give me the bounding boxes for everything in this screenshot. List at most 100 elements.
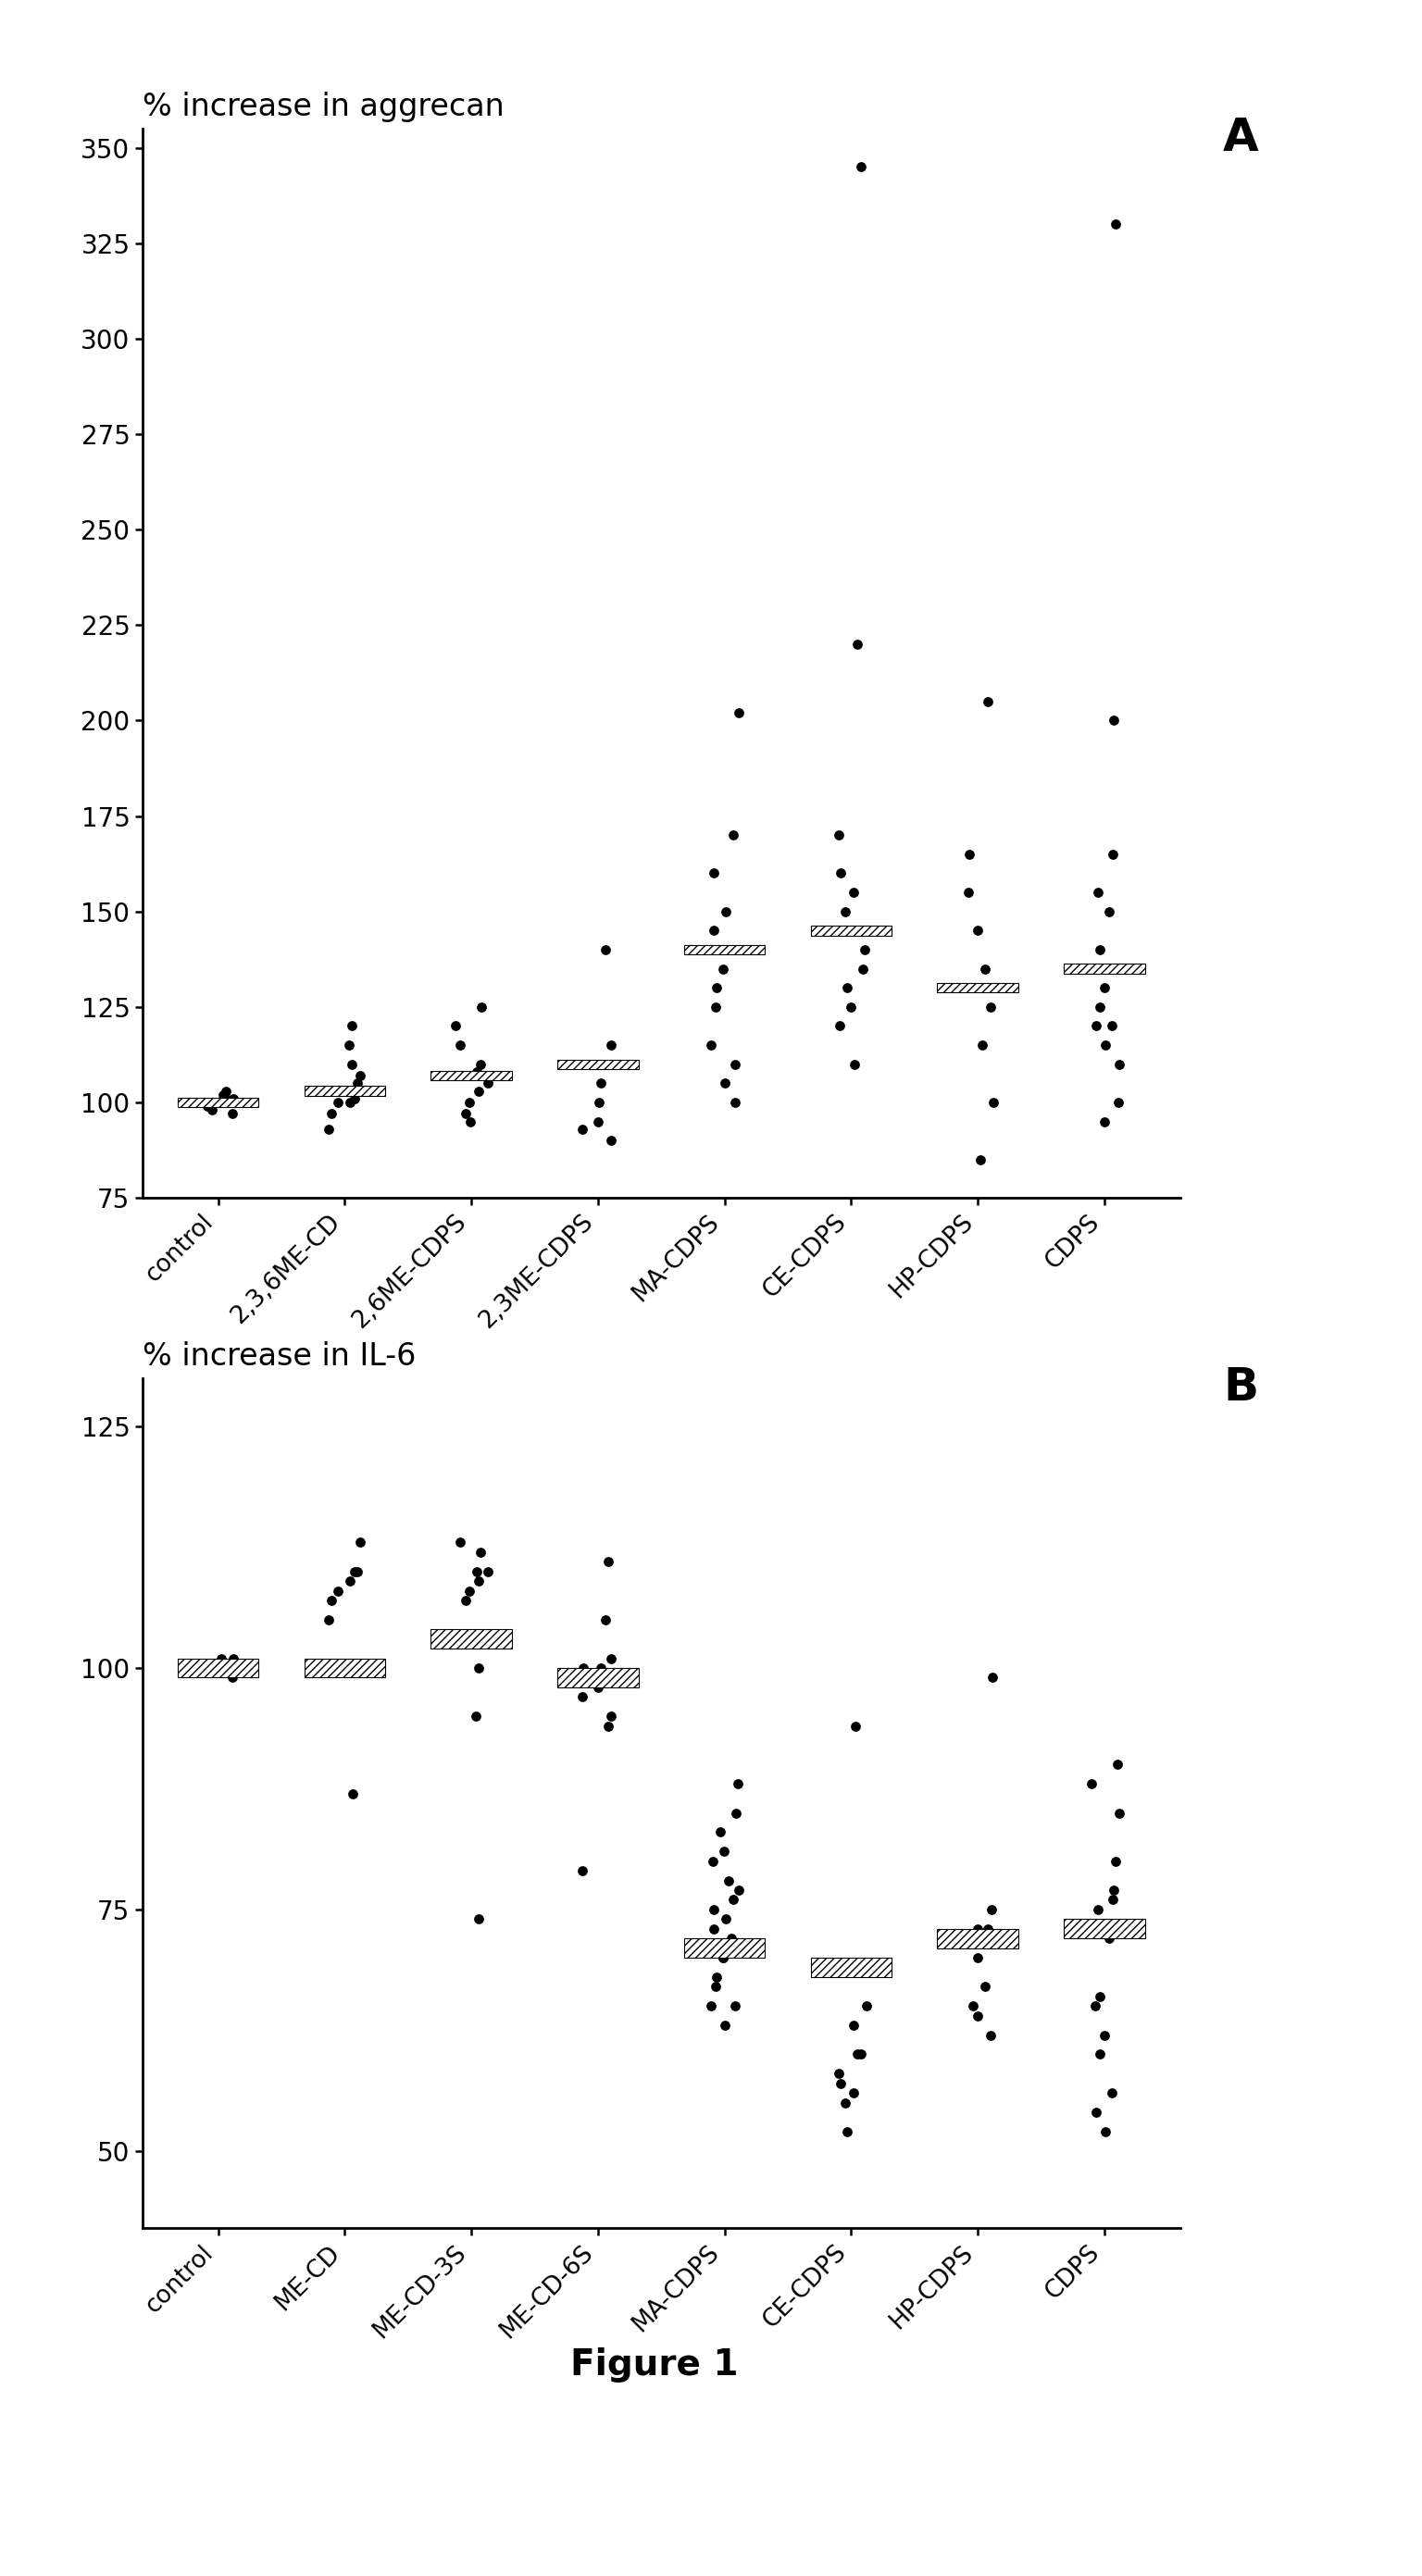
Point (346, 1064, 368, 1105)
Point (341, 1772, 364, 1814)
Point (1105, 1839, 1128, 1880)
Bar (557, 1059, 638, 1069)
Point (1106, 1082, 1129, 1123)
Point (702, 853, 725, 894)
Bar (937, 1929, 1018, 1947)
Point (704, 987, 727, 1028)
Point (1086, 1888, 1109, 1929)
Point (212, 1082, 235, 1123)
Point (1101, 2071, 1123, 2112)
Point (1108, 1043, 1130, 1084)
Point (468, 1072, 491, 1113)
Point (1089, 2035, 1112, 2076)
Point (836, 2112, 859, 2154)
Point (828, 2053, 850, 2094)
Point (849, 147, 872, 188)
Point (596, 1705, 619, 1747)
Point (469, 1043, 492, 1084)
Bar (811, 925, 892, 935)
Point (215, 1077, 237, 1118)
Point (600, 1121, 623, 1162)
Point (710, 1811, 732, 1852)
Point (836, 909, 859, 951)
Point (344, 1077, 367, 1118)
Point (829, 853, 852, 894)
Point (980, 1888, 1003, 1929)
Point (1108, 1793, 1130, 1834)
Point (961, 1986, 984, 2027)
Point (222, 1077, 245, 1118)
Point (714, 2004, 737, 2045)
Point (957, 1917, 980, 1958)
Text: B: B (1223, 1365, 1258, 1409)
Point (209, 1649, 232, 1690)
Point (980, 987, 1003, 1028)
Bar (304, 1659, 385, 1677)
Point (845, 1705, 867, 1747)
Point (971, 1025, 994, 1066)
Point (958, 1917, 981, 1958)
Point (210, 1638, 233, 1680)
Point (590, 1649, 613, 1690)
Point (222, 1638, 245, 1680)
Point (1098, 1917, 1121, 1958)
Point (725, 1793, 748, 1834)
Point (600, 1695, 623, 1736)
Point (720, 930, 742, 971)
Point (846, 2035, 869, 2076)
Point (338, 1082, 361, 1123)
Point (340, 1005, 363, 1046)
Point (348, 1056, 371, 1097)
Point (1084, 948, 1106, 989)
Point (570, 1677, 593, 1718)
Point (1085, 1005, 1108, 1046)
Point (712, 1937, 735, 1978)
Point (570, 1108, 593, 1149)
Point (727, 693, 749, 734)
Point (572, 1649, 594, 1690)
Point (961, 966, 984, 1007)
Text: A: A (1223, 116, 1258, 160)
Point (967, 1937, 990, 1978)
Point (702, 1909, 725, 1950)
Point (724, 1986, 747, 2027)
Point (1084, 1986, 1106, 2027)
Point (712, 1832, 735, 1873)
Point (212, 1649, 235, 1690)
Point (212, 1649, 235, 1690)
Point (712, 948, 735, 989)
Point (700, 1025, 722, 1066)
Point (344, 1551, 367, 1592)
Point (476, 1551, 499, 1592)
Point (590, 1064, 613, 1105)
Point (842, 2004, 865, 2045)
Point (712, 1937, 735, 1978)
Point (1094, 966, 1116, 1007)
Point (720, 1917, 742, 1958)
Point (341, 1043, 364, 1084)
Point (828, 1005, 850, 1046)
Point (317, 1600, 340, 1641)
Point (974, 948, 997, 989)
Point (702, 909, 725, 951)
Point (1102, 1870, 1125, 1911)
Point (714, 891, 737, 933)
Point (705, 1958, 728, 1999)
Point (849, 2035, 872, 2076)
Point (853, 930, 876, 971)
Bar (684, 945, 765, 956)
Point (958, 835, 981, 876)
Bar (431, 1631, 512, 1649)
Bar (557, 1669, 638, 1687)
Point (346, 1551, 368, 1592)
Point (966, 1909, 988, 1950)
Point (196, 1084, 219, 1126)
Point (724, 1043, 747, 1084)
Bar (684, 1940, 765, 1958)
Point (714, 1064, 737, 1105)
Point (458, 1082, 481, 1123)
Point (196, 1649, 219, 1690)
Point (1102, 1880, 1125, 1922)
Point (702, 1888, 725, 1929)
Point (597, 1540, 620, 1582)
